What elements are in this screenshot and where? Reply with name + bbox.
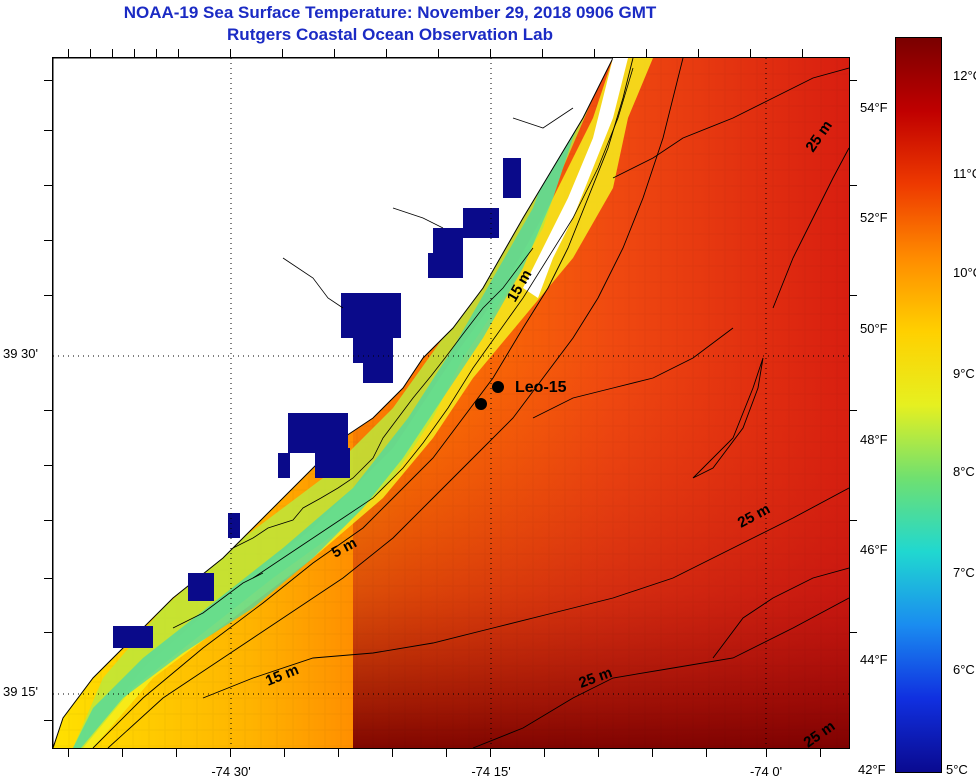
chart-subtitle: Rutgers Coastal Ocean Observation Lab bbox=[227, 25, 553, 44]
colorbar-celsius-label: 11°C bbox=[953, 166, 976, 181]
colorbar-celsius-label: 12°C bbox=[953, 68, 976, 83]
colorbar-celsius-label: 10°C bbox=[953, 265, 976, 280]
colorbar-celsius-label: 7°C bbox=[953, 565, 975, 580]
barrier-island-strip bbox=[523, 58, 628, 298]
colorbar-fahrenheit-label: 42°F bbox=[858, 762, 886, 777]
lon-label: -74 30' bbox=[211, 764, 251, 779]
station-marker bbox=[475, 398, 487, 410]
lat-label: 39 15' bbox=[2, 684, 38, 699]
colorbar-fahrenheit-label: 50°F bbox=[860, 321, 888, 336]
bathymetry-contours bbox=[92, 58, 849, 748]
colorbar-fahrenheit-label: 48°F bbox=[860, 432, 888, 447]
graticule bbox=[53, 58, 849, 748]
sst-map-canvas: Leo-15 5 m 15 m 15 m 25 m 25 m 25 m 25 m bbox=[53, 58, 849, 748]
colorbar-fahrenheit-label: 46°F bbox=[860, 542, 888, 557]
colorbar-celsius-label: 6°C bbox=[953, 662, 975, 677]
nearshore-cyan-band bbox=[73, 78, 598, 748]
coastline bbox=[172, 67, 634, 629]
colorbar-celsius-label: 9°C bbox=[953, 366, 975, 381]
station-label: Leo-15 bbox=[515, 379, 567, 396]
chart-title: NOAA-19 Sea Surface Temperature: Novembe… bbox=[123, 3, 657, 22]
leo15-station-marker bbox=[492, 381, 504, 393]
temperature-colorbar bbox=[895, 37, 942, 773]
colorbar-fahrenheit-label: 44°F bbox=[860, 652, 888, 667]
lon-label: -74 0' bbox=[749, 764, 783, 779]
estuary-cold-pixels bbox=[113, 158, 521, 648]
colorbar-celsius-label: 5°C bbox=[946, 762, 968, 777]
colorbar-celsius-label: 8°C bbox=[953, 464, 975, 479]
sst-map: Leo-15 5 m 15 m 15 m 25 m 25 m 25 m 25 m bbox=[52, 57, 850, 749]
lon-label: -74 15' bbox=[471, 764, 511, 779]
colorbar-fahrenheit-label: 52°F bbox=[860, 210, 888, 225]
colorbar-fahrenheit-label: 54°F bbox=[860, 100, 888, 115]
lat-label: 39 30' bbox=[2, 346, 38, 361]
